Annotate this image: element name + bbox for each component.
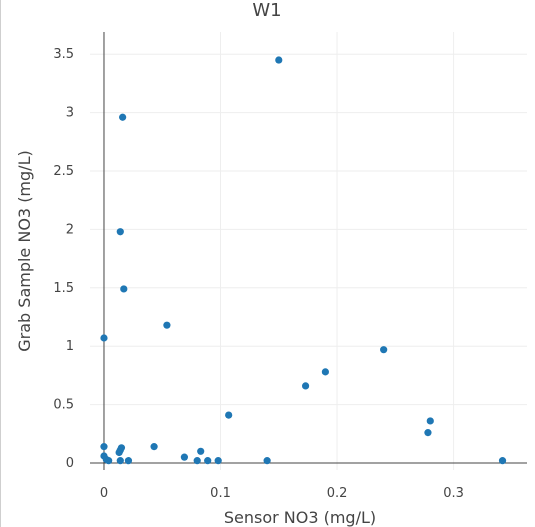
chart-title: W1 xyxy=(252,0,281,21)
x-tick-labels: 0 0.1 0.2 0.3 xyxy=(100,486,464,501)
data-point xyxy=(115,448,123,457)
data-point xyxy=(263,457,271,465)
data-point xyxy=(116,457,124,465)
x-tick-label: 0 xyxy=(100,486,108,501)
data-point xyxy=(204,457,212,465)
data-point xyxy=(105,457,113,465)
data-point xyxy=(380,346,388,354)
data-point xyxy=(100,334,108,342)
x-axis-title: Sensor NO3 (mg/L) xyxy=(224,508,376,527)
data-point xyxy=(225,411,233,419)
data-point xyxy=(197,447,205,455)
data-point xyxy=(163,321,171,329)
data-point xyxy=(119,113,127,121)
y-tick-label: 0.5 xyxy=(53,398,74,413)
y-tick-label: 1.5 xyxy=(53,281,74,296)
data-point xyxy=(426,417,434,425)
data-point xyxy=(193,457,201,465)
y-axis-title: Grab Sample NO3 (mg/L) xyxy=(15,150,34,351)
x-tick-label: 0.3 xyxy=(443,486,464,501)
y-tick-label: 1 xyxy=(66,339,74,354)
x-tick-label: 0.2 xyxy=(327,486,348,501)
data-point xyxy=(180,453,188,461)
data-point xyxy=(424,429,432,437)
data-point xyxy=(120,285,128,293)
data-point xyxy=(301,382,310,390)
x-tick-label: 0.1 xyxy=(210,486,231,501)
y-tick-label: 3 xyxy=(66,106,74,121)
axes xyxy=(90,32,527,470)
y-tick-label: 2.5 xyxy=(53,164,74,179)
data-point xyxy=(214,457,222,465)
data-point xyxy=(124,457,133,465)
data-point xyxy=(150,443,158,451)
data-point xyxy=(498,457,507,465)
y-tick-label: 2 xyxy=(66,222,74,237)
y-tick-label: 0 xyxy=(66,456,74,471)
data-points xyxy=(100,56,507,465)
grid-lines xyxy=(90,32,527,470)
y-tick-label: 3.5 xyxy=(53,47,74,62)
data-point xyxy=(321,368,329,376)
left-border xyxy=(0,0,1,527)
data-point xyxy=(100,443,108,451)
y-tick-labels: 0 0.5 1 1.5 2 2.5 3 3.5 xyxy=(53,47,74,471)
data-point xyxy=(116,228,124,236)
data-point xyxy=(275,56,283,64)
